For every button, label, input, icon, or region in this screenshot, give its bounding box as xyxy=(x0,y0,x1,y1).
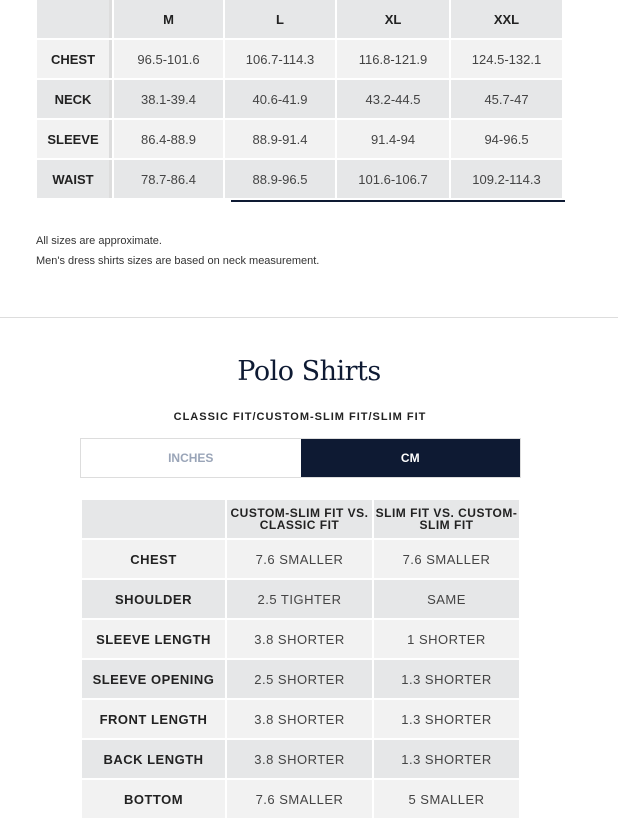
row-label: SLEEVE LENGTH xyxy=(82,620,225,658)
value-cell: 3.8 SHORTER xyxy=(227,740,372,778)
value-cell: SAME xyxy=(374,580,519,618)
row-label: FRONT LENGTH xyxy=(82,700,225,738)
inches-toggle-button[interactable]: INCHES xyxy=(168,451,214,465)
section-divider xyxy=(0,317,618,318)
row-label: WAIST xyxy=(37,160,112,198)
table-row: WAIST 78.7-86.4 88.9-96.5 101.6-106.7 109.2-… xyxy=(37,160,562,198)
header-cell: SLIM FIT VS. CUSTOM-SLIM FIT xyxy=(374,500,519,538)
value-cell: 91.4-94 xyxy=(337,120,449,158)
table-row: SLEEVE LENGTH 3.8 SHORTER 1 SHORTER xyxy=(82,620,519,658)
value-cell: 106.7-114.3 xyxy=(225,40,335,78)
header-cell xyxy=(37,0,112,38)
row-label: SHOULDER xyxy=(82,580,225,618)
value-cell: 88.9-91.4 xyxy=(225,120,335,158)
row-label: BACK LENGTH xyxy=(82,740,225,778)
table-row: SLEEVE OPENING 2.5 SHORTER 1.3 SHORTER xyxy=(82,660,519,698)
section-title: Polo Shirts xyxy=(237,356,381,387)
note-neck: Men's dress shirts sizes are based on ne… xyxy=(36,255,320,267)
table-row: CHEST 96.5-101.6 106.7-114.3 116.8-121.9 124… xyxy=(37,40,562,78)
value-cell: 40.6-41.9 xyxy=(225,80,335,118)
value-cell: 2.5 SHORTER xyxy=(227,660,372,698)
value-cell: 7.6 SMALLER xyxy=(227,540,372,578)
row-label: CHEST xyxy=(82,540,225,578)
value-cell: 45.7-47 xyxy=(451,80,562,118)
header-cell xyxy=(82,500,225,538)
row-label: NECK xyxy=(37,80,112,118)
value-cell: 1.3 SHORTER xyxy=(374,740,519,778)
unit-toggle: INCHES CM xyxy=(80,438,521,478)
cm-toggle-button[interactable]: CM xyxy=(300,439,520,477)
row-label: BOTTOM xyxy=(82,780,225,818)
row-label: SLEEVE xyxy=(37,120,112,158)
table-row: BACK LENGTH 3.8 SHORTER 1.3 SHORTER xyxy=(82,740,519,778)
table-row: FRONT LENGTH 3.8 SHORTER 1.3 SHORTER xyxy=(82,700,519,738)
value-cell: 1 SHORTER xyxy=(374,620,519,658)
row-label: CHEST xyxy=(37,40,112,78)
dress-shirt-size-table: M L XL XXL CHEST 96.5-101.6 106.7-114.3 116… xyxy=(35,0,564,200)
note-approximate: All sizes are approximate. xyxy=(36,235,162,247)
table-row: BOTTOM 7.6 SMALLER 5 SMALLER xyxy=(82,780,519,818)
active-tab-underline xyxy=(231,200,565,202)
value-cell: 38.1-39.4 xyxy=(114,80,223,118)
value-cell: 5 SMALLER xyxy=(374,780,519,818)
value-cell: 78.7-86.4 xyxy=(114,160,223,198)
value-cell: 43.2-44.5 xyxy=(337,80,449,118)
header-cell: XL xyxy=(337,0,449,38)
value-cell: 7.6 SMALLER xyxy=(374,540,519,578)
value-cell: 94-96.5 xyxy=(451,120,562,158)
header-cell: CUSTOM-SLIM FIT VS. CLASSIC FIT xyxy=(227,500,372,538)
polo-fit-comparison-table: CUSTOM-SLIM FIT VS. CLASSIC FIT SLIM FIT… xyxy=(80,498,521,820)
value-cell: 7.6 SMALLER xyxy=(227,780,372,818)
row-label: SLEEVE OPENING xyxy=(82,660,225,698)
table-row: SLEEVE 86.4-88.9 88.9-91.4 91.4-94 94-96.5 xyxy=(37,120,562,158)
value-cell: 101.6-106.7 xyxy=(337,160,449,198)
value-cell: 1.3 SHORTER xyxy=(374,660,519,698)
header-cell: XXL xyxy=(451,0,562,38)
value-cell: 1.3 SHORTER xyxy=(374,700,519,738)
value-cell: 124.5-132.1 xyxy=(451,40,562,78)
table-header-row: M L XL XXL xyxy=(37,0,562,38)
value-cell: 86.4-88.9 xyxy=(114,120,223,158)
fit-label: CLASSIC FIT/CUSTOM-SLIM FIT/SLIM FIT xyxy=(173,411,427,423)
header-cell: M xyxy=(114,0,223,38)
value-cell: 116.8-121.9 xyxy=(337,40,449,78)
value-cell: 3.8 SHORTER xyxy=(227,700,372,738)
table-row: CHEST 7.6 SMALLER 7.6 SMALLER xyxy=(82,540,519,578)
header-cell: L xyxy=(225,0,335,38)
value-cell: 96.5-101.6 xyxy=(114,40,223,78)
value-cell: 109.2-114.3 xyxy=(451,160,562,198)
table-row: NECK 38.1-39.4 40.6-41.9 43.2-44.5 45.7-47 xyxy=(37,80,562,118)
table-row: SHOULDER 2.5 TIGHTER SAME xyxy=(82,580,519,618)
value-cell: 88.9-96.5 xyxy=(225,160,335,198)
table-header-row: CUSTOM-SLIM FIT VS. CLASSIC FIT SLIM FIT… xyxy=(82,500,519,538)
value-cell: 3.8 SHORTER xyxy=(227,620,372,658)
value-cell: 2.5 TIGHTER xyxy=(227,580,372,618)
